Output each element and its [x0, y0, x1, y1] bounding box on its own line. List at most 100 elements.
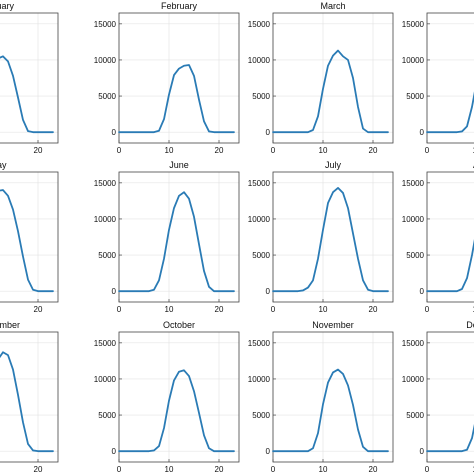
y-tick-label: 10000	[402, 375, 425, 384]
plot-frame	[426, 12, 474, 144]
y-tick-label: 5000	[406, 92, 424, 101]
y-tick-label: 15000	[248, 179, 271, 188]
series-line	[272, 49, 389, 134]
y-tick-label: 5000	[252, 92, 270, 101]
plot-frame	[426, 331, 474, 463]
series-line	[426, 91, 474, 134]
x-tick-label: 20	[369, 146, 378, 155]
x-tick-label: 20	[215, 146, 224, 155]
y-tick-label: 15000	[248, 20, 271, 29]
panel-title: December	[466, 320, 474, 330]
x-tick-label: 20	[369, 465, 378, 474]
y-tick-label: 10000	[94, 56, 117, 65]
plot-frame	[118, 331, 240, 463]
x-tick-label: 0	[117, 146, 122, 155]
panel-title: August	[473, 160, 474, 170]
y-tick-label: 10000	[94, 215, 117, 224]
y-tick-label: 15000	[402, 20, 425, 29]
x-tick-label: 10	[319, 305, 328, 314]
y-tick-label: 5000	[252, 411, 270, 420]
plot-frame	[118, 12, 240, 144]
plot-frame	[272, 12, 394, 144]
y-tick-label: 15000	[94, 339, 117, 348]
panel-title: November	[312, 320, 354, 330]
panel-may: May05000100001500001020	[0, 160, 59, 314]
panel-november: November 0 5000 10000 15000 0 10 20	[248, 320, 394, 474]
y-tick-label: 0	[112, 128, 117, 137]
panel-title: July	[325, 160, 342, 170]
plot-frame	[0, 12, 59, 144]
y-tick-label: 0	[266, 128, 271, 137]
x-tick-label: 20	[369, 305, 378, 314]
panel-title: March	[320, 1, 345, 11]
plot-frame	[0, 171, 59, 303]
y-tick-label: 0	[266, 447, 271, 456]
panel-august: August05000100001500001020	[402, 160, 474, 314]
panel-title: October	[163, 320, 195, 330]
y-tick-label: 5000	[252, 251, 270, 260]
y-tick-label: 5000	[98, 411, 116, 420]
x-tick-label: 20	[34, 305, 43, 314]
panel-october: October 0 5000 10000 15000 0 10 20	[94, 320, 240, 474]
series-line	[118, 369, 235, 453]
x-tick-label: 10	[473, 465, 474, 474]
x-tick-label: 10	[319, 146, 328, 155]
x-tick-label: 0	[271, 146, 276, 155]
y-tick-label: 10000	[248, 215, 271, 224]
series-line	[118, 191, 235, 293]
x-tick-label: 0	[425, 305, 430, 314]
x-tick-label: 20	[34, 465, 43, 474]
x-tick-label: 20	[34, 146, 43, 155]
y-tick-label: 0	[420, 128, 425, 137]
plot-frame	[272, 331, 394, 463]
plot-frame	[426, 171, 474, 303]
series-line	[0, 55, 54, 134]
y-tick-label: 15000	[94, 20, 117, 29]
plot-frame	[0, 331, 59, 463]
panel-july: July 0 5000 10000 15000 0 10 20	[248, 160, 394, 314]
y-tick-label: 0	[266, 287, 271, 296]
panel-title: January	[0, 1, 15, 11]
y-tick-label: 5000	[406, 251, 424, 260]
series-line	[426, 239, 474, 293]
x-tick-label: 10	[473, 146, 474, 155]
x-tick-label: 10	[165, 146, 174, 155]
y-tick-label: 15000	[402, 339, 425, 348]
y-tick-label: 5000	[98, 92, 116, 101]
x-tick-label: 0	[117, 305, 122, 314]
x-tick-label: 0	[271, 305, 276, 314]
panel-december: December05000100001500001020	[402, 320, 474, 474]
panel-title: June	[169, 160, 189, 170]
y-tick-label: 5000	[98, 251, 116, 260]
panel-january: January05000100001500001020	[0, 1, 59, 155]
x-tick-label: 10	[473, 305, 474, 314]
series-line	[0, 189, 54, 293]
y-tick-label: 15000	[248, 339, 271, 348]
x-tick-label: 0	[117, 465, 122, 474]
panel-april: April05000100001500001020	[402, 12, 474, 155]
x-tick-label: 20	[215, 465, 224, 474]
y-tick-label: 15000	[94, 179, 117, 188]
x-tick-label: 0	[271, 465, 276, 474]
series-line	[118, 64, 235, 134]
panel-september: September05000100001500001020	[0, 320, 59, 474]
y-tick-label: 0	[112, 287, 117, 296]
plot-frame	[272, 171, 394, 303]
panel-title: September	[0, 320, 20, 330]
x-tick-label: 10	[165, 465, 174, 474]
y-tick-label: 10000	[402, 215, 425, 224]
panel-march: March 0 5000 10000 15000 0 10 20	[248, 1, 394, 155]
plot-frame	[118, 171, 240, 303]
y-tick-label: 5000	[406, 411, 424, 420]
y-tick-label: 10000	[248, 375, 271, 384]
panel-title: May	[0, 160, 7, 170]
x-tick-label: 20	[215, 305, 224, 314]
y-tick-label: 10000	[94, 375, 117, 384]
series-line	[426, 423, 474, 453]
x-tick-label: 0	[425, 146, 430, 155]
series-line	[272, 186, 389, 293]
series-line	[272, 368, 389, 453]
panel-june: June 0 5000 10000 15000 0 10 20	[94, 160, 240, 314]
y-tick-label: 0	[420, 447, 425, 456]
